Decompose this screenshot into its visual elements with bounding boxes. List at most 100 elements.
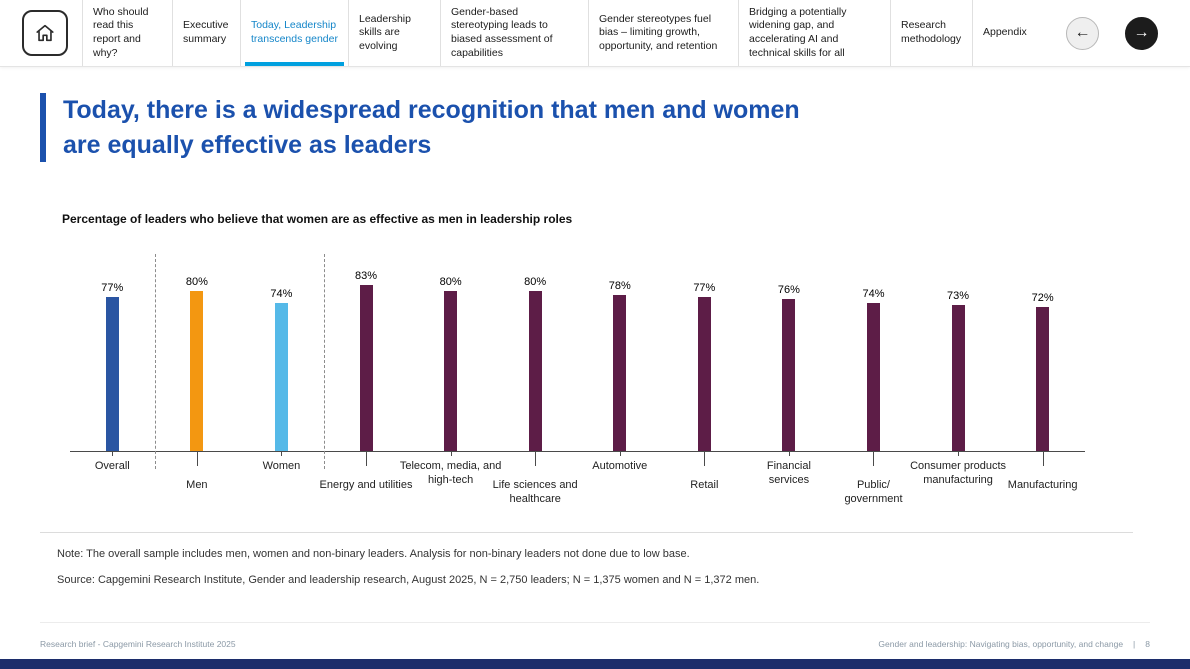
category-label: Retail — [690, 479, 719, 491]
nav-tab-label: Gender stereotypes fuel bias – limiting … — [599, 12, 718, 52]
category-label: Public/ government — [844, 479, 903, 505]
bar — [528, 291, 542, 451]
category-label: Telecom, media, and high-tech — [399, 460, 502, 486]
bar-value-label: 80% — [524, 276, 547, 288]
axis-label-cell: Financial services — [747, 452, 832, 518]
axis-tick — [366, 452, 368, 466]
axis-tick — [958, 452, 960, 456]
axis-label-cell: Telecom, media, and high-tech — [400, 452, 501, 518]
nav-tab-label: Research methodology — [901, 19, 962, 45]
footer-right: Gender and leadership: Navigating bias, … — [878, 639, 1150, 649]
bar-column: 80% — [493, 276, 578, 451]
source-text: Source: Capgemini Research Institute, Ge… — [57, 574, 760, 586]
active-tab-underline — [245, 62, 344, 66]
nav-tab-5[interactable]: Gender-based stereotyping leads to biase… — [440, 0, 588, 66]
footer-right-text: Gender and leadership: Navigating bias, … — [878, 639, 1124, 649]
chart-title: Percentage of leaders who believe that w… — [62, 212, 573, 226]
bar-column: 74% — [239, 288, 324, 451]
axis-tick — [535, 452, 537, 466]
axis-label-cell: Women — [239, 452, 324, 518]
bar — [274, 303, 288, 451]
nav-tab-label: Who should read this report and why? — [93, 5, 149, 59]
nav-tab-8[interactable]: Research methodology — [890, 0, 972, 66]
footer-left-text: Research brief - Capgemini Research Inst… — [40, 639, 236, 649]
note-text: Note: The overall sample includes men, w… — [57, 548, 690, 560]
axis-label-cell: Retail — [662, 452, 747, 518]
bottom-accent-bar — [0, 659, 1190, 669]
bar — [1036, 307, 1050, 451]
bar-column: 76% — [747, 284, 832, 451]
axis-label-cell: Energy and utilities — [320, 452, 412, 518]
bar-column: 74% — [831, 288, 916, 451]
page-title: Today, there is a widespread recognition… — [40, 93, 1140, 162]
dashed-separator — [154, 254, 156, 469]
bar-value-label: 74% — [862, 288, 885, 300]
nav-tab-6[interactable]: Gender stereotypes fuel bias – limiting … — [588, 0, 738, 66]
bar-value-label: 74% — [270, 288, 293, 300]
bar-column: 80% — [408, 276, 493, 451]
nav-tab-label: Appendix — [983, 26, 1027, 39]
nav-arrows: ← → — [1066, 16, 1190, 50]
nav-tab-3[interactable]: Today, Leadership transcends gender — [240, 0, 348, 66]
bar-value-label: 80% — [439, 276, 462, 288]
next-page-button[interactable]: → — [1125, 16, 1158, 50]
bar — [105, 297, 119, 451]
category-label: Overall — [94, 460, 130, 472]
category-label: Financial services — [766, 460, 811, 486]
previous-page-button[interactable]: ← — [1066, 16, 1099, 50]
nav-tab-7[interactable]: Bridging a potentially widening gap, and… — [738, 0, 890, 66]
category-label: Automotive — [592, 460, 648, 472]
bar-value-label: 77% — [693, 282, 716, 294]
category-label: Energy and utilities — [319, 479, 413, 491]
right-arrow-icon: → — [1133, 24, 1150, 41]
axis-tick — [1042, 452, 1044, 466]
axis-tick — [450, 452, 452, 456]
footer-divider: | — [1133, 639, 1136, 649]
axis-label-cell: Life sciences and healthcare — [493, 452, 578, 518]
bar — [951, 305, 965, 451]
nav-tabs: Who should read this report and why? Exec… — [82, 0, 1032, 66]
nav-tab-9[interactable]: Appendix — [972, 0, 1032, 66]
axis-tick — [281, 452, 283, 456]
left-arrow-icon: ← — [1074, 24, 1091, 41]
axis-tick — [704, 452, 706, 466]
category-label: Women — [262, 460, 301, 472]
bar — [613, 295, 627, 451]
bar-chart: 77% 80% 74% 83% 80% 80% 78% 77% 76% 74% 73% 72% Ove… — [70, 252, 1085, 518]
home-button[interactable] — [22, 10, 68, 56]
page-title-line-2: are equally effective as leaders — [63, 130, 432, 159]
bar-value-label: 73% — [947, 290, 970, 302]
bar-value-label: 83% — [355, 270, 378, 282]
axis-tick — [619, 452, 621, 456]
bar-column: 83% — [324, 270, 409, 451]
bar-column: 77% — [662, 282, 747, 451]
home-icon — [36, 24, 54, 42]
axis-tick — [196, 452, 198, 466]
axis-tick — [112, 452, 114, 456]
dashed-separator — [323, 254, 325, 469]
bar-column: 80% — [155, 276, 240, 451]
nav-tab-label: Executive summary — [183, 19, 229, 45]
bar-column: 78% — [577, 280, 662, 451]
axis-label-cell: Men — [155, 452, 240, 518]
chart-plot: 77% 80% 74% 83% 80% 80% 78% 77% 76% 74% 73% 72% — [70, 252, 1085, 469]
bar — [444, 291, 458, 451]
axis-label-cell: Consumer products manufacturing — [910, 452, 1006, 518]
nav-tab-1[interactable]: Who should read this report and why? — [82, 0, 172, 66]
axis-label-cell: Manufacturing — [1000, 452, 1085, 518]
nav-tab-label: Gender-based stereotyping leads to biase… — [451, 5, 553, 59]
bar — [190, 291, 204, 451]
bar — [697, 297, 711, 451]
top-navigation: Who should read this report and why? Exec… — [0, 0, 1190, 67]
bar-value-label: 77% — [101, 282, 124, 294]
category-label: Consumer products manufacturing — [910, 460, 1007, 486]
category-label: Manufacturing — [1007, 479, 1078, 491]
nav-tab-2[interactable]: Executive summary — [172, 0, 240, 66]
bar-column: 73% — [916, 290, 1001, 451]
page-footer: Research brief - Capgemini Research Inst… — [40, 622, 1150, 649]
nav-tab-4[interactable]: Leadership skills are evolving — [348, 0, 440, 66]
bar — [359, 285, 373, 451]
bar-column: 77% — [70, 282, 155, 451]
footer-page-number: 8 — [1145, 639, 1150, 649]
bar-column: 72% — [1000, 292, 1085, 451]
